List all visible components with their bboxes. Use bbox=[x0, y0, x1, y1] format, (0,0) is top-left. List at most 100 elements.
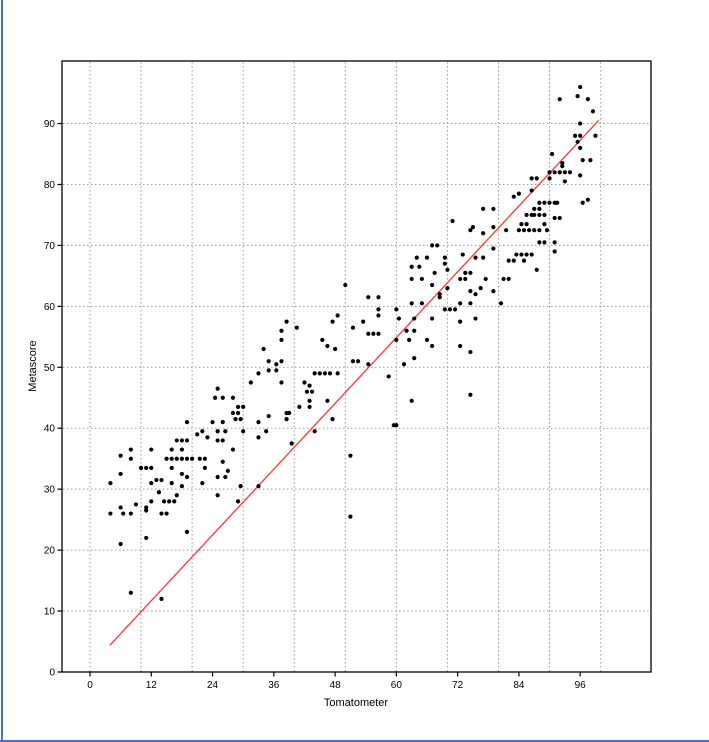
data-point bbox=[149, 499, 154, 504]
y-tick-label: 20 bbox=[44, 546, 56, 557]
data-point bbox=[133, 502, 139, 507]
data-point bbox=[524, 212, 529, 218]
data-point bbox=[527, 228, 532, 233]
data-point bbox=[419, 301, 424, 306]
data-point bbox=[491, 246, 496, 251]
data-point bbox=[241, 429, 246, 434]
data-point bbox=[335, 371, 340, 376]
y-tick-label: 90 bbox=[44, 119, 56, 130]
data-point bbox=[473, 316, 478, 321]
data-point bbox=[371, 331, 376, 336]
data-point bbox=[128, 511, 133, 516]
data-point bbox=[327, 371, 333, 376]
data-point bbox=[307, 398, 312, 403]
data-point bbox=[335, 313, 340, 318]
data-point bbox=[179, 456, 185, 461]
axis-tick-labels: 0 12 24 36 48 60 72 84 96 0 10 20 30 40 50 60 70 80 90 bbox=[44, 119, 586, 691]
data-point bbox=[590, 109, 596, 114]
data-point bbox=[118, 541, 123, 547]
data-point bbox=[437, 295, 442, 300]
data-point bbox=[437, 292, 442, 297]
data-point bbox=[432, 270, 437, 275]
data-point bbox=[215, 429, 220, 434]
data-point bbox=[560, 164, 565, 169]
data-point bbox=[169, 456, 174, 461]
data-point bbox=[304, 389, 310, 394]
data-point bbox=[361, 319, 366, 324]
y-tick-label: 0 bbox=[49, 668, 55, 679]
data-point bbox=[179, 447, 185, 452]
data-point bbox=[450, 218, 455, 224]
data-point bbox=[205, 435, 210, 440]
data-point bbox=[215, 474, 220, 480]
data-point bbox=[435, 243, 440, 248]
data-point bbox=[578, 133, 583, 138]
data-point bbox=[279, 359, 284, 364]
data-point bbox=[560, 161, 565, 166]
data-point bbox=[445, 285, 450, 291]
data-point bbox=[355, 359, 361, 364]
x-tick-label: 60 bbox=[391, 680, 403, 691]
data-point bbox=[212, 395, 218, 400]
data-point bbox=[210, 420, 215, 425]
data-point bbox=[317, 371, 322, 376]
data-point bbox=[220, 420, 225, 425]
data-point bbox=[442, 307, 447, 312]
data-point bbox=[174, 456, 179, 461]
data-point bbox=[470, 225, 476, 230]
data-point bbox=[197, 456, 202, 461]
y-tick-label: 30 bbox=[44, 485, 56, 496]
plot-frame bbox=[61, 60, 652, 673]
data-point bbox=[284, 416, 289, 422]
plot-border bbox=[61, 60, 652, 673]
data-point bbox=[419, 276, 424, 282]
data-point bbox=[504, 228, 509, 233]
data-point bbox=[552, 240, 557, 245]
data-point bbox=[396, 316, 402, 321]
data-point bbox=[128, 447, 133, 452]
data-point bbox=[164, 511, 169, 516]
data-point bbox=[473, 292, 478, 297]
data-point bbox=[519, 221, 524, 227]
x-tick-label: 24 bbox=[207, 680, 219, 691]
data-point bbox=[184, 420, 190, 425]
data-point bbox=[409, 398, 414, 403]
data-point bbox=[312, 371, 317, 376]
data-point bbox=[580, 200, 585, 205]
data-point bbox=[537, 240, 542, 245]
data-point bbox=[376, 295, 381, 300]
data-point bbox=[572, 133, 578, 138]
data-point bbox=[501, 276, 506, 282]
data-point bbox=[506, 276, 511, 282]
data-point bbox=[215, 386, 220, 391]
data-point bbox=[307, 404, 312, 410]
data-point bbox=[442, 261, 447, 266]
data-point bbox=[230, 447, 236, 452]
data-point bbox=[108, 480, 113, 486]
data-point bbox=[330, 319, 335, 324]
trendline bbox=[109, 120, 600, 646]
data-point bbox=[325, 398, 330, 403]
data-point bbox=[230, 410, 236, 416]
data-point bbox=[557, 170, 562, 175]
data-point bbox=[552, 249, 557, 254]
data-point bbox=[481, 231, 486, 236]
data-point bbox=[220, 395, 225, 400]
data-point bbox=[552, 170, 557, 175]
data-point bbox=[118, 505, 123, 510]
data-point bbox=[348, 453, 353, 458]
data-point bbox=[578, 145, 583, 151]
data-point bbox=[544, 228, 550, 233]
data-point bbox=[409, 264, 414, 269]
data-point bbox=[376, 307, 381, 312]
data-point bbox=[184, 456, 190, 461]
data-point bbox=[458, 276, 463, 282]
data-point bbox=[302, 380, 307, 385]
data-point bbox=[529, 176, 534, 181]
data-point bbox=[156, 490, 162, 495]
data-point bbox=[463, 270, 468, 275]
data-point bbox=[169, 447, 174, 452]
data-point bbox=[144, 508, 149, 513]
data-point bbox=[266, 413, 271, 419]
